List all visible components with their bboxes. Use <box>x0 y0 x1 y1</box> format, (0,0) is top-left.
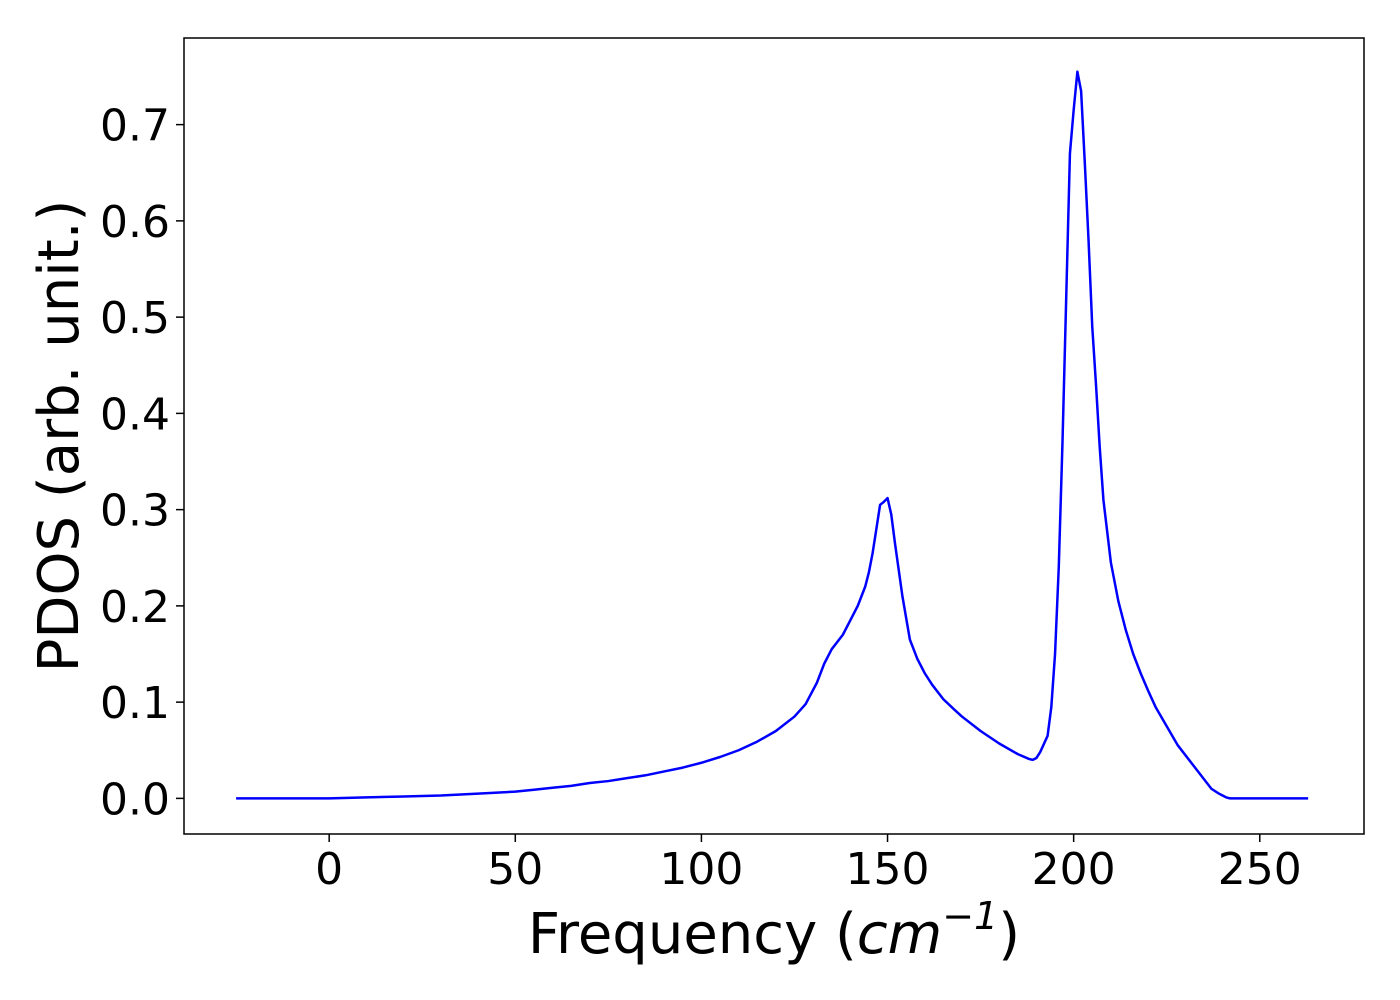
x-axis-label-unit-exponent: −1 <box>942 894 998 938</box>
y-tick-label: 0.7 <box>100 101 170 152</box>
pdos-series-line <box>236 70 1309 800</box>
y-tick-label: 0.2 <box>100 582 170 633</box>
y-tick-label: 0.5 <box>100 293 170 344</box>
x-tick-label: 100 <box>659 844 743 895</box>
x-axis-ticks: 0 50 100 150 200 250 <box>315 834 1302 895</box>
y-axis-ticks: 0.0 0.1 0.2 0.3 0.4 0.5 0.6 0.7 <box>100 101 184 825</box>
x-axis-label-unit-base: cm <box>857 902 942 967</box>
y-axis-label: PDOS (arb. unit.) <box>27 200 92 673</box>
plot-area <box>183 37 1365 835</box>
y-tick-label: 0.3 <box>100 486 170 537</box>
x-axis-label-text: Frequency ( <box>528 902 857 967</box>
x-axis-label: Frequency (cm−1) <box>528 894 1020 967</box>
x-axis-label-close: ) <box>998 902 1020 967</box>
x-tick-label: 200 <box>1032 844 1116 895</box>
x-tick-label: 50 <box>487 844 543 895</box>
y-tick-label: 0.0 <box>100 774 170 825</box>
y-tick-label: 0.1 <box>100 678 170 729</box>
y-tick-label: 0.4 <box>100 389 170 440</box>
x-tick-label: 250 <box>1218 844 1302 895</box>
y-tick-label: 0.6 <box>100 197 170 248</box>
series-layer <box>236 70 1309 800</box>
x-tick-label: 0 <box>315 844 343 895</box>
x-tick-label: 150 <box>846 844 930 895</box>
